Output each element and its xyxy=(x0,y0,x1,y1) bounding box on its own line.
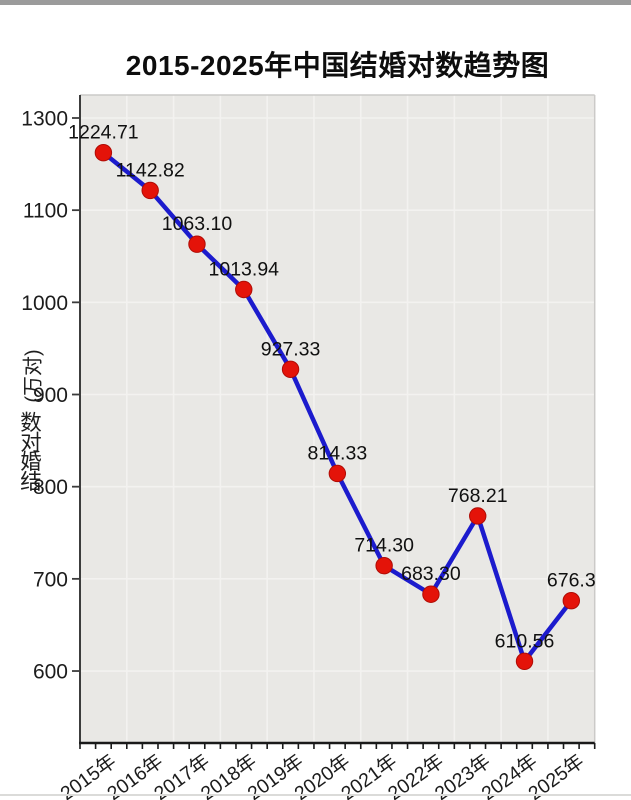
data-point-label: 1063.10 xyxy=(162,213,233,235)
chart-title: 2015-2025年中国结婚对数趋势图 xyxy=(125,50,550,81)
data-point-marker xyxy=(469,507,487,525)
data-point-marker xyxy=(281,360,300,379)
data-point-label: 683.30 xyxy=(401,563,461,585)
data-point-label: 1013.94 xyxy=(209,258,280,280)
data-point-marker xyxy=(235,280,253,299)
y-tick-label: 900 xyxy=(33,384,68,407)
data-point-marker xyxy=(515,652,534,670)
data-point-marker xyxy=(94,143,113,162)
y-tick-label: 600 xyxy=(33,661,68,684)
data-point-marker xyxy=(141,181,159,200)
data-point-label: 1142.82 xyxy=(116,159,185,181)
y-axis-label: (万对) 数对婚结 xyxy=(14,344,48,492)
y-tick-label: 800 xyxy=(33,476,68,499)
y-axis-label-char: 结 xyxy=(20,469,42,494)
y-tick-label: 1000 xyxy=(21,292,68,315)
y-axis-label-char: 婚 xyxy=(20,450,42,474)
data-point-label: 1224.71 xyxy=(68,122,139,144)
data-point-marker xyxy=(375,556,393,575)
y-tick-label: 1300 xyxy=(21,108,68,131)
data-point-label: 768.21 xyxy=(448,485,508,507)
data-point-label: 714.30 xyxy=(354,535,414,557)
y-axis-label-char: 数 xyxy=(20,411,42,435)
data-point-marker xyxy=(562,591,581,610)
data-point-marker xyxy=(328,464,347,483)
top-bar xyxy=(0,0,631,5)
data-point-label: 610.56 xyxy=(495,630,555,652)
bottom-separator xyxy=(0,794,631,796)
plot-area xyxy=(80,95,595,743)
data-point-label: 927.33 xyxy=(261,338,321,360)
data-point-label: 814.33 xyxy=(308,442,368,464)
y-axis-label-char: 对 xyxy=(20,430,42,455)
data-point-marker xyxy=(188,235,206,253)
y-tick-label: 1100 xyxy=(23,200,68,223)
y-tick-label: 700 xyxy=(33,568,68,591)
data-point-label: 676.3 xyxy=(547,570,596,592)
x-tick-label: 2025年 xyxy=(524,750,588,800)
data-point-marker xyxy=(422,585,440,603)
